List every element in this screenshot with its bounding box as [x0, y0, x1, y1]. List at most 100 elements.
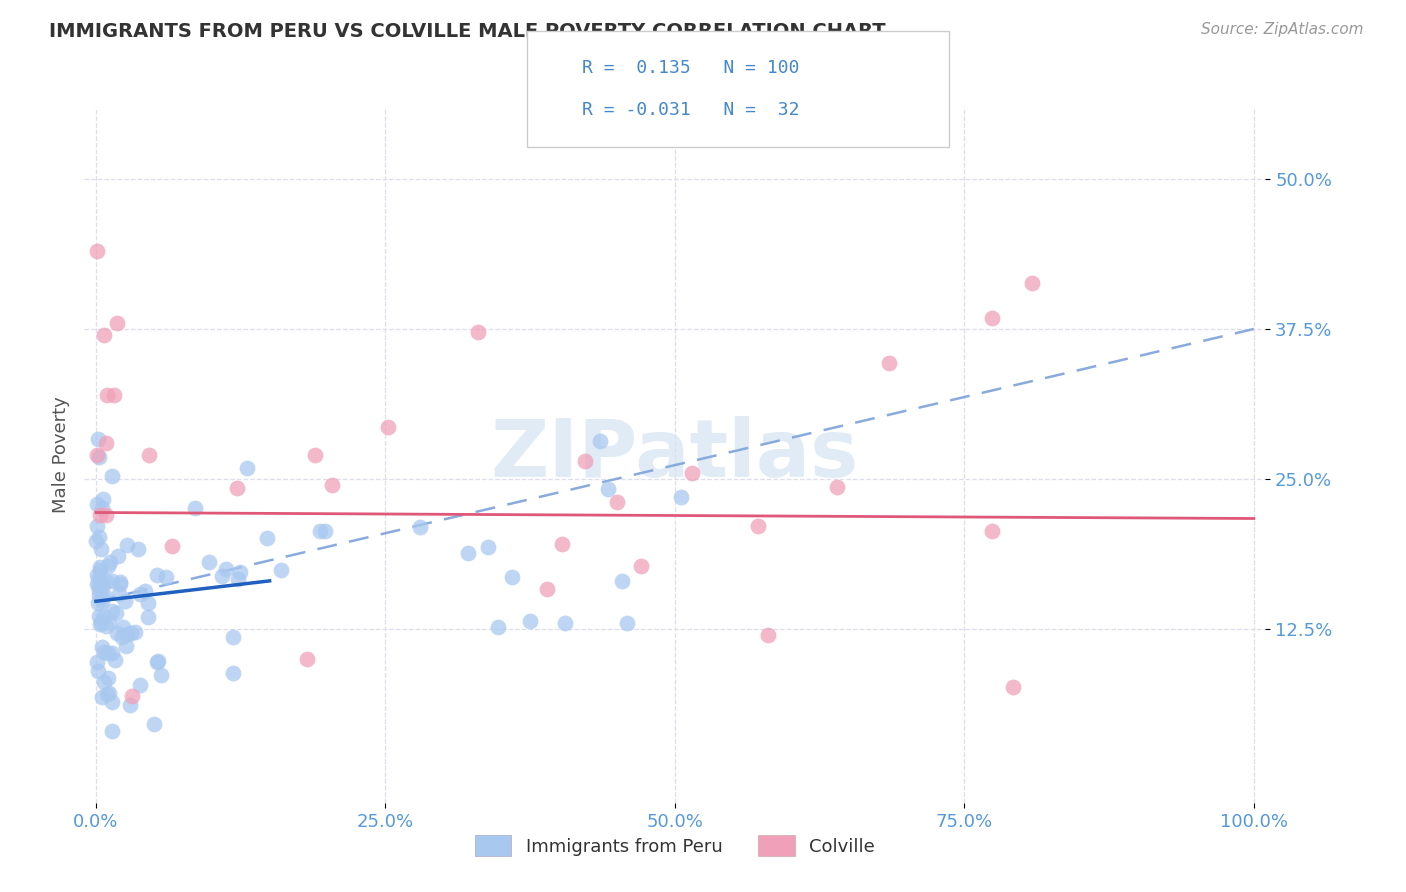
Point	[115, 627, 138, 641]
Point	[877, 356, 900, 370]
Point	[256, 531, 278, 545]
Point	[86, 655, 108, 669]
Point	[1021, 277, 1043, 291]
Point	[101, 574, 124, 588]
Point	[91, 593, 114, 607]
Point	[136, 610, 159, 624]
Point	[304, 448, 326, 462]
Text: Source: ZipAtlas.com: Source: ZipAtlas.com	[1201, 22, 1364, 37]
Point	[87, 570, 110, 584]
Point	[96, 388, 118, 402]
Point	[519, 614, 541, 628]
Point	[104, 606, 127, 620]
Point	[486, 620, 509, 634]
Point	[97, 615, 120, 629]
Point	[127, 541, 149, 556]
Point	[89, 588, 111, 602]
Point	[236, 460, 259, 475]
Point	[630, 559, 652, 574]
Text: R = -0.031   N =  32: R = -0.031 N = 32	[582, 101, 800, 119]
Point	[97, 686, 120, 700]
Point	[134, 584, 156, 599]
Point	[184, 501, 207, 516]
Point	[574, 454, 596, 468]
Point	[747, 519, 769, 533]
Point	[101, 724, 124, 739]
Point	[89, 508, 111, 522]
Point	[108, 586, 131, 600]
Point	[477, 540, 499, 554]
Point	[115, 640, 138, 654]
Point	[501, 570, 523, 584]
Point	[105, 316, 128, 330]
Point	[91, 640, 114, 655]
Point	[97, 671, 120, 685]
Point	[94, 619, 117, 633]
Point	[197, 555, 219, 569]
Point	[101, 468, 124, 483]
Point	[589, 434, 612, 448]
Point	[150, 668, 173, 682]
Point	[222, 666, 245, 681]
Point	[100, 696, 122, 710]
Point	[93, 645, 115, 659]
Text: ZIPatlas: ZIPatlas	[491, 416, 859, 494]
Point	[756, 628, 779, 642]
Y-axis label: Male Poverty: Male Poverty	[52, 397, 70, 513]
Point	[108, 575, 131, 590]
Point	[138, 448, 160, 462]
Point	[93, 328, 115, 343]
Point	[89, 616, 111, 631]
Point	[377, 419, 399, 434]
Point	[221, 630, 243, 644]
Point	[86, 665, 108, 679]
Point	[681, 467, 703, 481]
Point	[86, 518, 108, 533]
Point	[94, 574, 117, 588]
Point	[228, 565, 250, 579]
Point	[226, 481, 249, 495]
Point	[89, 450, 111, 464]
Point	[90, 579, 112, 593]
Point	[143, 716, 166, 731]
Point	[100, 604, 122, 618]
Point	[980, 310, 1002, 325]
Point	[87, 577, 110, 591]
Point	[409, 519, 432, 533]
Point	[606, 495, 628, 509]
Point	[104, 653, 127, 667]
Point	[97, 558, 120, 573]
Point	[96, 687, 118, 701]
Point	[669, 490, 692, 504]
Point	[1002, 680, 1025, 694]
Point	[93, 609, 115, 624]
Point	[827, 480, 849, 494]
Point	[105, 626, 128, 640]
Point	[91, 590, 114, 604]
Point	[101, 647, 124, 661]
Point	[114, 594, 136, 608]
Point	[97, 646, 120, 660]
Point	[108, 577, 131, 591]
Point	[121, 690, 143, 704]
Point	[215, 562, 238, 576]
Point	[120, 626, 142, 640]
Point	[981, 524, 1004, 538]
Point	[87, 432, 110, 446]
Point	[155, 570, 177, 584]
Point	[86, 567, 108, 582]
Point	[89, 582, 111, 597]
Point	[91, 501, 114, 516]
Point	[226, 572, 249, 586]
Point	[146, 654, 169, 668]
Point	[554, 615, 576, 630]
Point	[93, 675, 115, 690]
Point	[596, 482, 619, 496]
Point	[551, 537, 574, 551]
Point	[94, 508, 117, 522]
Point	[111, 630, 134, 644]
Point	[86, 577, 108, 591]
Point	[89, 560, 111, 574]
Point	[86, 497, 108, 511]
Point	[457, 546, 479, 560]
